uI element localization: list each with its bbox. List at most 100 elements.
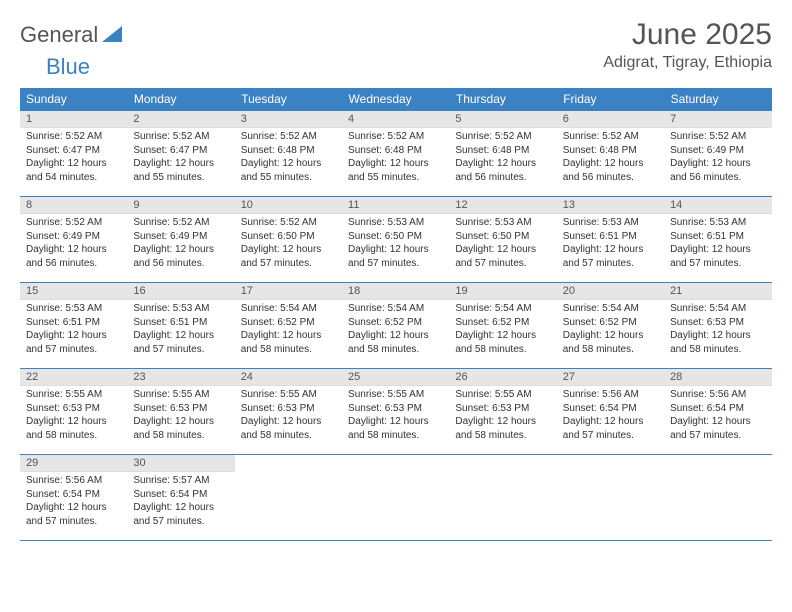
- calendar-day-cell: 14Sunrise: 5:53 AMSunset: 6:51 PMDayligh…: [664, 197, 771, 283]
- sunset-line: Sunset: 6:53 PM: [348, 402, 443, 416]
- sunset-line: Sunset: 6:52 PM: [348, 316, 443, 330]
- sunset-line: Sunset: 6:53 PM: [26, 402, 121, 416]
- calendar-day-cell: 8Sunrise: 5:52 AMSunset: 6:49 PMDaylight…: [20, 197, 127, 283]
- daylight-line: Daylight: 12 hours and 55 minutes.: [348, 157, 443, 184]
- weekday-header: Sunday: [20, 88, 127, 111]
- day-number: 19: [449, 283, 556, 300]
- weekday-header: Friday: [557, 88, 664, 111]
- daylight-line: Daylight: 12 hours and 56 minutes.: [563, 157, 658, 184]
- weekday-header: Thursday: [449, 88, 556, 111]
- day-details: Sunrise: 5:54 AMSunset: 6:52 PMDaylight:…: [342, 300, 449, 360]
- daylight-line: Daylight: 12 hours and 57 minutes.: [348, 243, 443, 270]
- daylight-line: Daylight: 12 hours and 55 minutes.: [241, 157, 336, 184]
- calendar-day-cell: 16Sunrise: 5:53 AMSunset: 6:51 PMDayligh…: [127, 283, 234, 369]
- sunrise-line: Sunrise: 5:52 AM: [133, 130, 228, 144]
- day-details: Sunrise: 5:54 AMSunset: 6:52 PMDaylight:…: [449, 300, 556, 360]
- sunrise-line: Sunrise: 5:55 AM: [348, 388, 443, 402]
- sunrise-line: Sunrise: 5:53 AM: [455, 216, 550, 230]
- sunrise-line: Sunrise: 5:52 AM: [133, 216, 228, 230]
- sunrise-line: Sunrise: 5:52 AM: [26, 216, 121, 230]
- sunrise-line: Sunrise: 5:54 AM: [348, 302, 443, 316]
- sunrise-line: Sunrise: 5:53 AM: [26, 302, 121, 316]
- weekday-header: Saturday: [664, 88, 771, 111]
- sunrise-line: Sunrise: 5:55 AM: [26, 388, 121, 402]
- calendar-day-cell: 24Sunrise: 5:55 AMSunset: 6:53 PMDayligh…: [235, 369, 342, 455]
- day-number: 24: [235, 369, 342, 386]
- daylight-line: Daylight: 12 hours and 57 minutes.: [26, 329, 121, 356]
- day-number: 17: [235, 283, 342, 300]
- day-details: Sunrise: 5:52 AMSunset: 6:48 PMDaylight:…: [449, 128, 556, 188]
- day-number: 21: [664, 283, 771, 300]
- sunrise-line: Sunrise: 5:57 AM: [133, 474, 228, 488]
- sunrise-line: Sunrise: 5:53 AM: [348, 216, 443, 230]
- sunset-line: Sunset: 6:51 PM: [133, 316, 228, 330]
- calendar-day-cell: [449, 455, 556, 541]
- calendar-week-row: 22Sunrise: 5:55 AMSunset: 6:53 PMDayligh…: [20, 369, 772, 455]
- daylight-line: Daylight: 12 hours and 57 minutes.: [563, 415, 658, 442]
- daylight-line: Daylight: 12 hours and 56 minutes.: [670, 157, 765, 184]
- day-details: Sunrise: 5:56 AMSunset: 6:54 PMDaylight:…: [557, 386, 664, 446]
- day-number: 8: [20, 197, 127, 214]
- daylight-line: Daylight: 12 hours and 57 minutes.: [241, 243, 336, 270]
- calendar-day-cell: 30Sunrise: 5:57 AMSunset: 6:54 PMDayligh…: [127, 455, 234, 541]
- daylight-line: Daylight: 12 hours and 57 minutes.: [670, 243, 765, 270]
- sunset-line: Sunset: 6:48 PM: [348, 144, 443, 158]
- calendar-day-cell: 9Sunrise: 5:52 AMSunset: 6:49 PMDaylight…: [127, 197, 234, 283]
- sunrise-line: Sunrise: 5:52 AM: [26, 130, 121, 144]
- sunset-line: Sunset: 6:53 PM: [133, 402, 228, 416]
- calendar-day-cell: [235, 455, 342, 541]
- sunset-line: Sunset: 6:54 PM: [563, 402, 658, 416]
- sunset-line: Sunset: 6:49 PM: [670, 144, 765, 158]
- calendar-day-cell: 6Sunrise: 5:52 AMSunset: 6:48 PMDaylight…: [557, 111, 664, 197]
- day-number: 9: [127, 197, 234, 214]
- sunset-line: Sunset: 6:48 PM: [563, 144, 658, 158]
- daylight-line: Daylight: 12 hours and 58 minutes.: [133, 415, 228, 442]
- sunset-line: Sunset: 6:47 PM: [133, 144, 228, 158]
- day-number: 15: [20, 283, 127, 300]
- calendar-week-row: 29Sunrise: 5:56 AMSunset: 6:54 PMDayligh…: [20, 455, 772, 541]
- daylight-line: Daylight: 12 hours and 57 minutes.: [563, 243, 658, 270]
- day-number: 22: [20, 369, 127, 386]
- day-number: 3: [235, 111, 342, 128]
- day-details: Sunrise: 5:55 AMSunset: 6:53 PMDaylight:…: [127, 386, 234, 446]
- sunset-line: Sunset: 6:53 PM: [455, 402, 550, 416]
- calendar-day-cell: 10Sunrise: 5:52 AMSunset: 6:50 PMDayligh…: [235, 197, 342, 283]
- sunrise-line: Sunrise: 5:52 AM: [455, 130, 550, 144]
- sunset-line: Sunset: 6:51 PM: [26, 316, 121, 330]
- daylight-line: Daylight: 12 hours and 55 minutes.: [133, 157, 228, 184]
- sunset-line: Sunset: 6:54 PM: [133, 488, 228, 502]
- day-details: Sunrise: 5:52 AMSunset: 6:47 PMDaylight:…: [20, 128, 127, 188]
- sunrise-line: Sunrise: 5:56 AM: [670, 388, 765, 402]
- calendar-day-cell: 20Sunrise: 5:54 AMSunset: 6:52 PMDayligh…: [557, 283, 664, 369]
- calendar-day-cell: 12Sunrise: 5:53 AMSunset: 6:50 PMDayligh…: [449, 197, 556, 283]
- sunrise-line: Sunrise: 5:54 AM: [241, 302, 336, 316]
- calendar-day-cell: 23Sunrise: 5:55 AMSunset: 6:53 PMDayligh…: [127, 369, 234, 455]
- daylight-line: Daylight: 12 hours and 58 minutes.: [670, 329, 765, 356]
- sunrise-line: Sunrise: 5:52 AM: [348, 130, 443, 144]
- month-title: June 2025: [603, 18, 772, 52]
- location-subtitle: Adigrat, Tigray, Ethiopia: [603, 54, 772, 72]
- calendar-day-cell: 13Sunrise: 5:53 AMSunset: 6:51 PMDayligh…: [557, 197, 664, 283]
- calendar-day-cell: 18Sunrise: 5:54 AMSunset: 6:52 PMDayligh…: [342, 283, 449, 369]
- day-details: Sunrise: 5:52 AMSunset: 6:48 PMDaylight:…: [235, 128, 342, 188]
- daylight-line: Daylight: 12 hours and 58 minutes.: [241, 415, 336, 442]
- day-number: 16: [127, 283, 234, 300]
- day-details: Sunrise: 5:57 AMSunset: 6:54 PMDaylight:…: [127, 472, 234, 532]
- sunset-line: Sunset: 6:53 PM: [670, 316, 765, 330]
- day-number: 11: [342, 197, 449, 214]
- day-number: 23: [127, 369, 234, 386]
- brand-triangle-icon: [102, 24, 122, 47]
- daylight-line: Daylight: 12 hours and 56 minutes.: [26, 243, 121, 270]
- calendar-day-cell: 26Sunrise: 5:55 AMSunset: 6:53 PMDayligh…: [449, 369, 556, 455]
- sunset-line: Sunset: 6:47 PM: [26, 144, 121, 158]
- sunrise-line: Sunrise: 5:52 AM: [241, 130, 336, 144]
- calendar-day-cell: 3Sunrise: 5:52 AMSunset: 6:48 PMDaylight…: [235, 111, 342, 197]
- day-number: 7: [664, 111, 771, 128]
- day-details: Sunrise: 5:54 AMSunset: 6:52 PMDaylight:…: [557, 300, 664, 360]
- daylight-line: Daylight: 12 hours and 58 minutes.: [241, 329, 336, 356]
- sunrise-line: Sunrise: 5:52 AM: [563, 130, 658, 144]
- sunset-line: Sunset: 6:51 PM: [670, 230, 765, 244]
- day-details: Sunrise: 5:55 AMSunset: 6:53 PMDaylight:…: [449, 386, 556, 446]
- calendar-week-row: 1Sunrise: 5:52 AMSunset: 6:47 PMDaylight…: [20, 111, 772, 197]
- daylight-line: Daylight: 12 hours and 54 minutes.: [26, 157, 121, 184]
